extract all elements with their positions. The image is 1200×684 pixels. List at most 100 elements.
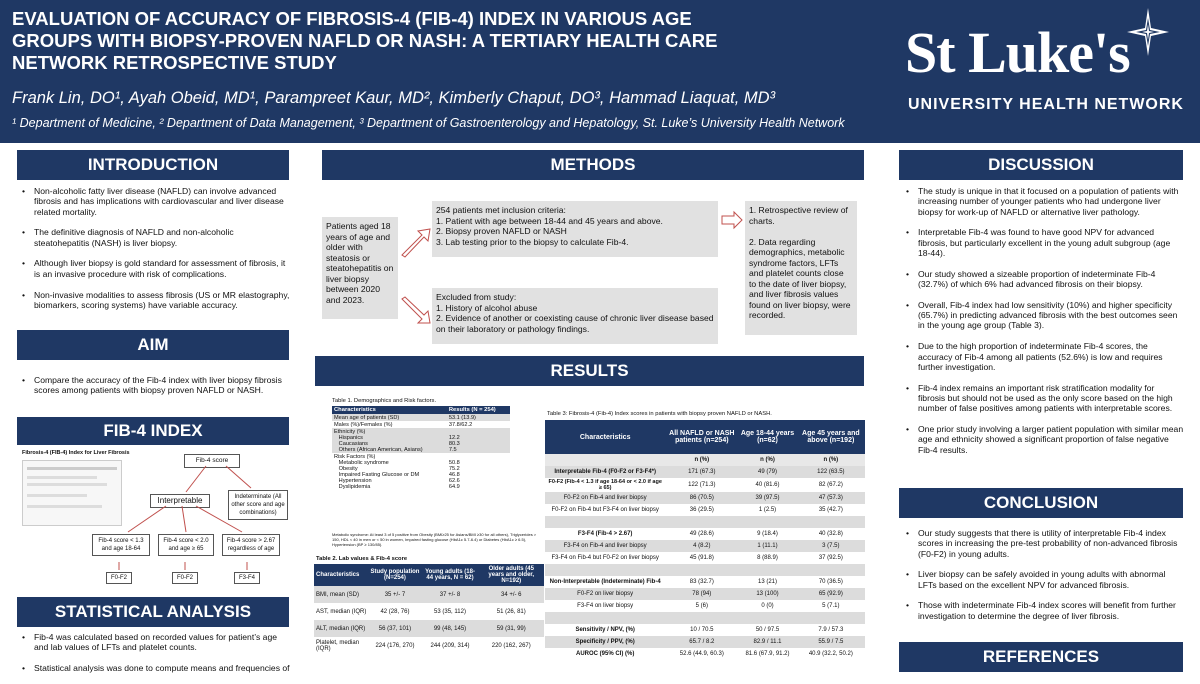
table-cell: 53.1 (13.9) [446,414,510,421]
table-cell: 55.9 / 7.5 [796,636,865,648]
references-heading: REFERENCES [899,642,1183,672]
table-cell: 50 / 97.5 [755,627,780,633]
fib4-caption: Fibrosis-4 (FIB-4) Index for Liver Fibro… [22,450,130,456]
table-cell [665,564,739,576]
table-cell: 65.7 / 8.2 [665,636,739,648]
table-cell: 5 (7.1) [822,603,840,609]
fib4-flowchart: Fibrosis-4 (FIB-4) Index for Liver Fibro… [16,446,290,584]
table-cell: F3-F4 on Fib-4 and liver biopsy [545,540,666,552]
table-cell: Interpretable Fib-4 (F0-F2 or F3-F4*) [545,466,666,478]
table-cell: AST, median (IQR) [316,608,367,615]
table-row: F3-F4 on liver biopsy 5 (6) 0 (0) 5 (7.1) [545,600,865,612]
list-item: Fib-4 index remains an important risk st… [902,383,1184,414]
list-item: Fib-4 was calculated based on recorded v… [18,632,290,653]
table-cell: 7.9 / 57.3 [818,627,844,633]
poster-title: EVALUATION OF ACCURACY OF FIBROSIS-4 (FI… [12,8,718,73]
table-cell: Platelet, median (IQR) [316,640,360,652]
table-cell [665,612,739,624]
table-cell: 81.6 (67.9, 91.2) [745,651,790,657]
inclusion-box: 254 patients met inclusion criteria: 1. … [432,201,718,257]
table-row: Males (%)/Females (%) 37.8/62.2 [332,421,510,428]
table-cell: 49 (28.6) [689,531,714,537]
table-cell: 82 (67.2) [818,482,843,488]
list-item: Liver biopsy can be safely avoided in yo… [902,569,1184,590]
table-header: Age 45 years and above (n=192) [796,420,865,454]
table-cell: 122 (63.5) [796,466,865,478]
table-cell: 59 (31, 99) [478,620,544,637]
table-cell: Males (%)/Females (%) [334,421,393,428]
table-subheader: n (%) [738,454,797,466]
table-row [545,612,865,624]
table-cell: 45 (91.8) [689,555,714,561]
list-item: The study is unique in that it focused o… [902,186,1184,217]
table-cell [665,516,739,528]
table3-caption: Table 3: Fibrosis-4 (Fib-4) Index scores… [547,411,772,417]
introduction-heading: INTRODUCTION [17,150,289,180]
list-item: Those with indeterminate Fib-4 index sco… [902,600,1184,621]
table-cell: Risk Factors (%) Metabolic syndrome Obes… [334,453,420,490]
table-cell: F3-F4 (Fib-4 > 2.67) [577,531,633,537]
list-item: Non-alcoholic fatty liver disease (NAFLD… [18,186,290,217]
exclusion-box: Excluded from study: 1. History of alcoh… [432,288,718,344]
table-subheader: n (%) [665,454,739,466]
table-cell: 86 (70.5) [665,492,739,504]
table-cell: 10 / 70.5 [690,627,714,633]
table-row: F3-F4 (Fib-4 > 2.67) 49 (28.6) 9 (18.4) 40 … [545,528,865,540]
table-cell: F3-F4 on liver biopsy [577,603,634,609]
table-cell: 56 (37, 101) [368,620,422,637]
table-cell: Specificity / PPV, (%) [545,636,666,648]
table-row: F0-F2 on Fib-4 and liver biopsy 86 (70.5)… [545,492,865,504]
high-score-node: Fib-4 score > 2.67 regardless of age [222,534,280,556]
table-cell: 70 (36.5) [818,579,843,585]
table-header: Older adults (45 years and older, N=192) [478,564,544,586]
table-row [545,516,865,528]
poster-header: EVALUATION OF ACCURACY OF FIBROSIS-4 (FI… [0,0,1200,143]
table-cell: 35 +/- 7 [368,586,422,603]
table-cell: 83 (32.7) [689,579,714,585]
table-row: F0-F2 on Fib-4 but F3-F4 on liver biopsy… [545,504,865,516]
aim-text: Compare the accuracy of the Fib-4 index … [18,375,290,406]
list-item: Due to the high proportion of indetermin… [902,341,1184,372]
table-cell: 0 (0) [761,603,774,609]
method-arrows-a [401,228,431,324]
table-row: Risk Factors (%) Metabolic syndrome Obes… [332,453,510,490]
table-subheader [545,454,666,466]
patients-box: Patients aged 18 years of age and older … [322,217,398,319]
table-fib4-scores: Characteristics All NAFLD or NASH patien… [545,420,865,660]
table-header: Results (N = 254) [446,406,510,414]
table-cell: 12.2 80.3 7.5 [446,428,510,453]
logo-name: St Luke's [905,20,1131,85]
table-cell: 35 (42.7) [818,507,843,513]
table-header: Characteristics [314,564,369,586]
results-heading: RESULTS [315,356,864,386]
table-cell: 53 (35, 112) [434,608,466,615]
table-row: AUROC (95% CI) (%) 52.6 (44.9, 60.3) 81.6 … [545,648,865,660]
table-cell: 3 (7.5) [796,540,865,552]
table-cell: Non-Interpretable (Indeterminate) Fib-4 [549,579,661,585]
table-cell: ALT, median (IQR) [314,620,369,637]
table-row: Interpretable Fib-4 (F0-F2 or F3-F4*) 171… [545,466,865,478]
table-cell: 52.6 (44.9, 60.3) [679,651,724,657]
interpretable-node: Interpretable [150,494,210,508]
table2-caption: Table 2. Lab values & Fib-4 score [316,556,408,562]
indeterminate-node: Indeterminate (All other score and age c… [228,490,288,520]
table-cell [796,516,865,528]
table-cell: 37 +/- 8 [421,586,479,603]
table-cell: 224 (176, 270) [375,643,415,649]
table-cell: 39 (97.5) [738,492,797,504]
table-cell: F0-F2 on Fib-4 and liver biopsy [545,492,666,504]
table-cell: 50.8 75.2 46.8 62.6 64.9 [448,459,460,490]
author-list: Frank Lin, DO¹, Ayah Obeid, MD¹, Parampr… [12,89,776,107]
table-cell: AUROC (95% CI) (%) [576,651,635,657]
table-cell: 13 (21) [757,579,777,585]
star-icon [1127,8,1169,56]
table-cell: 244 (209, 314) [430,643,470,649]
table-cell [738,612,797,624]
table-cell [796,612,865,624]
methods-heading: METHODS [322,150,864,180]
table-cell [545,564,666,576]
table-cell: 49 (79) [738,466,797,478]
table-lab-values: Characteristics Study population (N=254)… [314,564,544,655]
table-cell [545,516,666,528]
table-demographics: Characteristics Results (N = 254) Mean a… [332,406,510,490]
